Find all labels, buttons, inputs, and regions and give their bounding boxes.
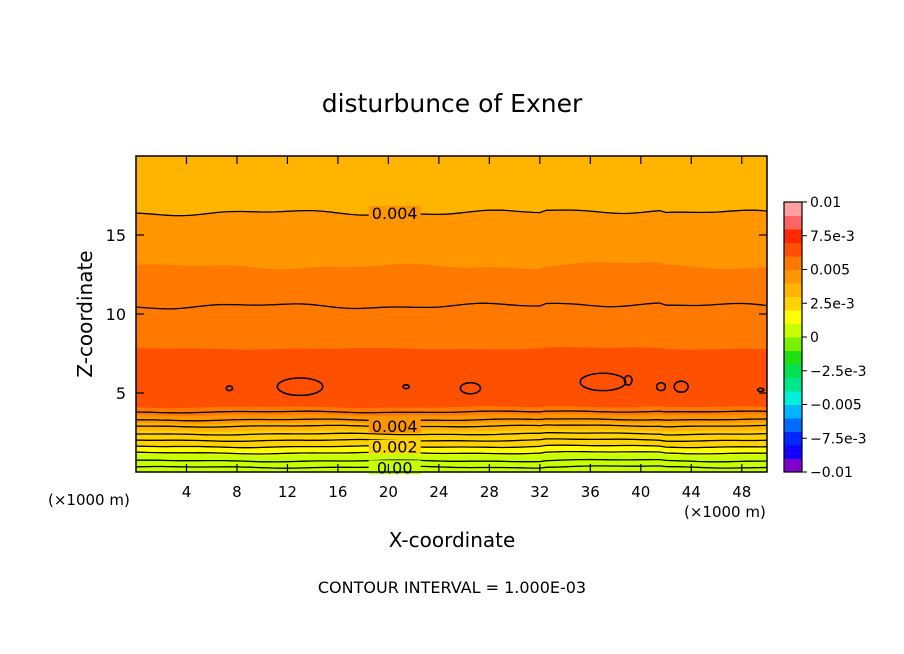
- contour-fill: [136, 156, 767, 472]
- colorbar-swatch: [784, 364, 802, 378]
- colorbar-swatch: [784, 377, 802, 392]
- x-tick-label: 32: [530, 483, 549, 501]
- contour-label: 0.002: [372, 438, 418, 457]
- colorbar-swatch: [784, 310, 802, 324]
- contour-line: [135, 302, 768, 310]
- x-axis-ticks: 4 8 12 16 20 24 28 32 36 40 44 48: [182, 156, 751, 501]
- y-axis-label: Z-coordinate: [73, 250, 97, 377]
- colorbar-swatch: [784, 242, 802, 257]
- colorbar-swatch: [784, 256, 802, 270]
- contour-label-bg: [368, 460, 421, 475]
- x-tick-label: 24: [429, 483, 448, 501]
- colorbar-swatch: [784, 431, 802, 446]
- contour-line: [135, 410, 768, 414]
- x-tick-label: 44: [682, 483, 701, 501]
- closed-contour: [579, 372, 627, 392]
- contour-line: [135, 424, 768, 428]
- x-unit-right: (×1000 m): [684, 503, 766, 521]
- y-tick-label: 15: [106, 226, 126, 245]
- x-tick-label: 12: [278, 483, 297, 501]
- closed-contour: [459, 381, 482, 395]
- contour-band: [136, 461, 767, 472]
- chart-title: disturbunce of Exner: [322, 89, 583, 118]
- colorbar-tick-label: −7.5e-3: [810, 431, 867, 447]
- closed-contour: [655, 381, 667, 392]
- colorbar-swatch: [784, 418, 802, 432]
- colorbar-swatch: [784, 215, 802, 230]
- contour-lines: [135, 209, 768, 469]
- contour-label: 0.00: [377, 458, 413, 477]
- colorbar-labels: 0.01 7.5e-3 0.005 2.5e-3 0 −2.5e-3 −0.005 −7.5e…: [802, 195, 867, 481]
- colorbar-tick-label: 0.005: [810, 263, 850, 279]
- colorbar-tick-label: −0.005: [810, 398, 862, 414]
- colorbar-tick-label: 0: [810, 330, 819, 346]
- colorbar-tick-label: 7.5e-3: [810, 229, 855, 245]
- contour-label: 0.004: [372, 204, 418, 223]
- closed-contour: [402, 383, 411, 390]
- colorbar-tick-label: 2.5e-3: [810, 296, 855, 312]
- closed-contour: [276, 377, 324, 397]
- contour-label-bg: [368, 419, 421, 434]
- colorbar-swatch: [784, 404, 802, 419]
- x-tick-label: 8: [232, 483, 242, 501]
- colorbar-swatch: [784, 445, 802, 459]
- contour-line: [135, 209, 768, 217]
- colorbar-tick-label: −2.5e-3: [810, 364, 867, 380]
- x-axis-label: X-coordinate: [389, 528, 516, 552]
- contour-label-bg: [368, 205, 421, 220]
- colorbar-swatch: [784, 229, 802, 243]
- x-tick-label: 16: [328, 483, 347, 501]
- contour-line: [136, 458, 767, 463]
- x-tick-label: 36: [581, 483, 600, 501]
- colorbar-swatch: [784, 202, 802, 216]
- y-tick-label: 10: [106, 305, 126, 324]
- contour-label: 0.004: [372, 417, 418, 436]
- contour-line: [135, 418, 767, 422]
- colorbar-swatch: [784, 337, 802, 351]
- contour-line: [135, 465, 768, 469]
- colorbar-tick-label: 0.01: [810, 195, 841, 211]
- contour-line: [135, 438, 768, 442]
- x-tick-label: 20: [379, 483, 398, 501]
- colorbar-swatch: [784, 269, 802, 284]
- x-tick-label: 4: [182, 483, 192, 501]
- closed-contour: [623, 374, 633, 386]
- colorbar-swatch: [784, 458, 802, 473]
- y-axis-ticks: 5 10 15: [106, 226, 767, 403]
- contour-interval-footer: CONTOUR INTERVAL = 1.000E-03: [318, 578, 586, 597]
- x-tick-label: 48: [732, 483, 751, 501]
- contour-label-bg: [368, 439, 421, 454]
- y-tick-label: 5: [116, 384, 126, 403]
- closed-contours: [225, 372, 765, 397]
- colorbar-swatch: [784, 323, 802, 338]
- colorbar-swatch: [784, 296, 802, 311]
- colorbar-swatch: [784, 350, 802, 365]
- closed-contour: [673, 380, 689, 394]
- colorbar-swatch: [784, 283, 802, 297]
- contour-line: [135, 450, 767, 455]
- colorbar: [783, 201, 803, 473]
- x-tick-label: 40: [631, 483, 650, 501]
- x-tick-label: 28: [480, 483, 499, 501]
- x-unit-left: (×1000 m): [48, 491, 130, 509]
- colorbar-tick-label: −0.01: [810, 465, 853, 481]
- closed-contour: [225, 385, 234, 392]
- contour-line: [136, 431, 768, 436]
- colorbar-swatch: [784, 391, 802, 405]
- contour-line: [135, 444, 768, 449]
- closed-contour: [756, 387, 765, 393]
